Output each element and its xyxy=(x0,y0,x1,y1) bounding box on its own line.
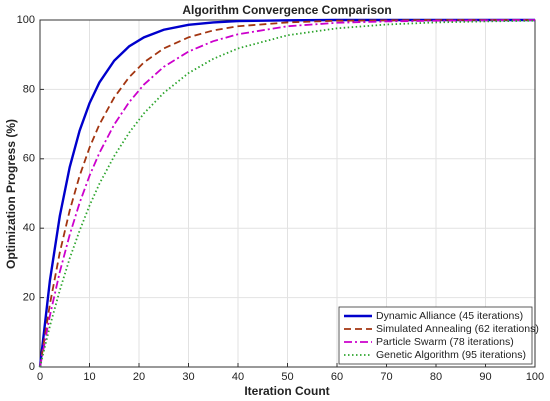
x-tick-label: 20 xyxy=(133,371,145,383)
y-tick-label: 40 xyxy=(23,222,35,234)
x-tick-label: 70 xyxy=(380,371,392,383)
y-tick-label: 80 xyxy=(23,83,35,95)
y-tick-label: 0 xyxy=(29,361,35,373)
series-line xyxy=(39,19,535,368)
legend-label: Particle Swarm (78 iterations) xyxy=(376,336,514,348)
x-tick-label: 50 xyxy=(281,371,293,383)
x-tick-label: 30 xyxy=(182,371,194,383)
x-axis-label: Iteration Count xyxy=(244,384,329,398)
y-tick-label: 20 xyxy=(23,292,35,304)
x-tick-label: 40 xyxy=(232,371,244,383)
legend-label: Simulated Annealing (62 iterations) xyxy=(376,323,539,335)
y-tick-label: 60 xyxy=(23,153,35,165)
x-tick-label: 10 xyxy=(83,371,95,383)
legend-label: Genetic Algorithm (95 iterations) xyxy=(376,349,526,361)
x-tick-label: 60 xyxy=(331,371,343,383)
series-line xyxy=(38,18,535,368)
y-tick-label: 100 xyxy=(17,14,35,26)
x-tick-label: 90 xyxy=(479,371,491,383)
x-tick-label: 0 xyxy=(37,371,43,383)
x-tick-label: 100 xyxy=(526,371,544,383)
legend-label: Dynamic Alliance (45 iterations) xyxy=(376,310,523,322)
x-tick-label: 80 xyxy=(430,371,442,383)
y-axis-label: Optimization Progress (%) xyxy=(4,119,18,269)
chart-title: Algorithm Convergence Comparison xyxy=(182,3,391,17)
